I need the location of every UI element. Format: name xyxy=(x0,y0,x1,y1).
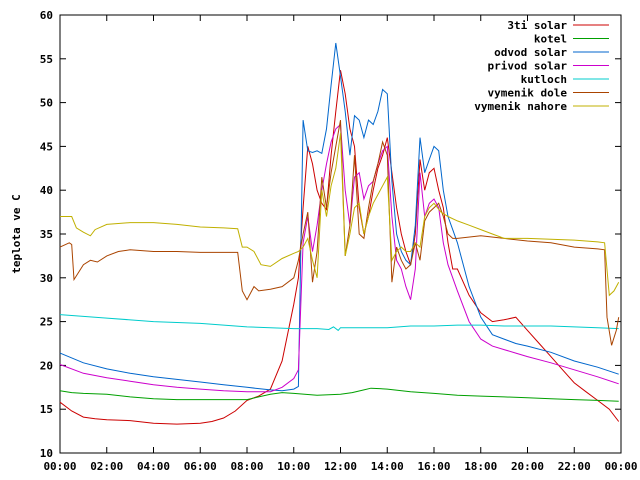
x-tick-label: 02:00 xyxy=(90,460,123,473)
series-line-3 xyxy=(59,123,619,393)
x-tick-label: 18:00 xyxy=(464,460,497,473)
y-tick-label: 45 xyxy=(40,140,53,153)
series-line-6 xyxy=(60,133,620,297)
legend-label-3: privod solar xyxy=(488,60,568,73)
legend-label-5: vymenik dole xyxy=(488,87,568,100)
x-tick-label: 14:00 xyxy=(371,460,404,473)
x-tick-label: 08:00 xyxy=(230,460,263,473)
y-tick-label: 55 xyxy=(40,53,53,66)
y-tick-label: 25 xyxy=(40,316,53,329)
x-tick-label: 06:00 xyxy=(184,460,217,473)
y-tick-label: 50 xyxy=(40,97,53,110)
x-tick-label: 00:00 xyxy=(43,460,76,473)
x-tick-label: 04:00 xyxy=(137,460,170,473)
x-tick-label: 00:00 xyxy=(604,460,637,473)
legend-label-1: kotel xyxy=(534,33,567,46)
x-tick-label: 16:00 xyxy=(417,460,450,473)
y-tick-label: 30 xyxy=(40,272,53,285)
series-line-5 xyxy=(59,120,620,346)
y-tick-label: 40 xyxy=(40,184,53,197)
y-axis-label: teplota ve C xyxy=(10,194,23,273)
series-line-0 xyxy=(59,70,620,425)
x-tick-label: 10:00 xyxy=(277,460,310,473)
legend-label-4: kutloch xyxy=(521,73,567,86)
y-tick-label: 10 xyxy=(40,447,53,460)
series-group xyxy=(59,42,620,425)
x-tick-label: 12:00 xyxy=(324,460,357,473)
y-tick-label: 35 xyxy=(40,228,53,241)
series-line-4 xyxy=(59,314,619,332)
x-tick-label: 22:00 xyxy=(558,460,591,473)
axis-ticks: 10 15 20 25 30 35 40 45 50 55 60 00:00 02:00 04:00 06:… xyxy=(40,9,638,473)
legend-label-6: vymenik nahore xyxy=(474,100,567,113)
y-tick-label: 15 xyxy=(40,403,53,416)
y-tick-label: 60 xyxy=(40,9,53,22)
legend-label-2: odvod solar xyxy=(494,46,567,59)
x-tick-label: 20:00 xyxy=(511,460,544,473)
series-line-1 xyxy=(59,387,619,402)
y-tick-label: 20 xyxy=(40,359,53,372)
legend-label-0: 3ti solar xyxy=(507,19,567,32)
